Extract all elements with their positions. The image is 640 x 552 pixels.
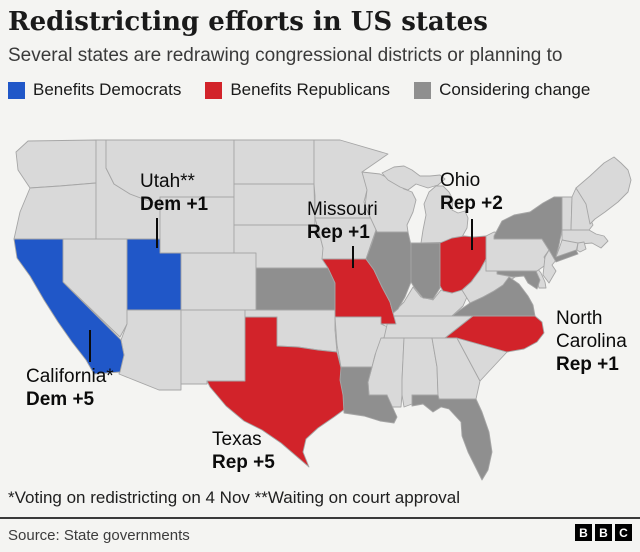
legend-label-democrats: Benefits Democrats (33, 80, 182, 99)
footnote: *Voting on redistricting on 4 Nov **Wait… (8, 488, 461, 507)
state-name-label: Ohio (440, 170, 481, 191)
logo-block-b1: B (575, 524, 592, 541)
considering-color-swatch (414, 81, 432, 99)
page-title: Redistricting efforts in US states (8, 7, 488, 37)
legend-item-considering: Considering change (414, 80, 590, 100)
legend-label-republicans: Benefits Republicans (230, 80, 391, 99)
state-co (180, 252, 257, 311)
state-value-label: Rep +1 (556, 354, 619, 375)
callout-north-carolina: North Carolina Rep +1 (556, 307, 640, 376)
state-name-label: Utah** (140, 171, 195, 192)
state-nc (444, 315, 545, 353)
source-text: Source: State governments (8, 527, 190, 544)
state-value-label: Rep +2 (440, 193, 503, 214)
state-name-label: California* (26, 366, 114, 387)
callout-utah: Utah** Dem +1 (140, 170, 208, 216)
state-me (575, 156, 632, 225)
state-tx (206, 316, 346, 468)
state-mi_up (381, 165, 446, 191)
states-layer (13, 139, 632, 481)
state-nm (180, 309, 246, 385)
state-wa (15, 139, 97, 189)
state-la (339, 366, 398, 424)
bbc-logo: B B C (575, 524, 632, 541)
legend-label-considering: Considering change (439, 80, 591, 99)
state-value-label: Dem +1 (140, 194, 209, 215)
state-ri (576, 241, 587, 253)
state-mn (313, 139, 389, 219)
page-subtitle: Several states are redrawing congression… (8, 45, 563, 66)
state-md (496, 270, 541, 290)
state-oh (439, 235, 487, 294)
state-value-label: Dem +5 (26, 389, 95, 410)
callout-california: California* Dem +5 (26, 365, 114, 411)
state-mi (420, 185, 469, 244)
state-name-label: Missouri (307, 199, 378, 220)
logo-block-b2: B (595, 524, 612, 541)
pointer-lines (89, 218, 473, 362)
state-fl (411, 394, 493, 481)
footer-divider (0, 517, 640, 519)
state-name-label: Texas (212, 429, 262, 450)
state-ut (126, 238, 182, 311)
state-or (13, 182, 97, 240)
logo-block-c: C (615, 524, 632, 541)
republicans-color-swatch (205, 81, 223, 99)
state-value-label: Rep +5 (212, 452, 275, 473)
state-va (451, 276, 536, 317)
state-vt (561, 196, 573, 231)
state-az (118, 309, 182, 391)
state-name-label: North Carolina (556, 308, 627, 352)
state-ks (255, 267, 336, 311)
legend: Benefits Democrats Benefits Republicans … (8, 80, 636, 100)
state-value-label: Rep +1 (307, 222, 370, 243)
democrats-color-swatch (8, 81, 25, 99)
state-sd (233, 183, 316, 226)
callout-ohio: Ohio Rep +2 (440, 169, 503, 215)
state-ny (493, 196, 579, 263)
state-nd (233, 139, 315, 185)
callout-missouri: Missouri Rep +1 (307, 198, 378, 244)
state-ca (13, 238, 125, 375)
callout-texas: Texas Rep +5 (212, 428, 275, 474)
legend-item-democrats: Benefits Democrats (8, 80, 181, 100)
legend-item-republicans: Benefits Republicans (205, 80, 390, 100)
